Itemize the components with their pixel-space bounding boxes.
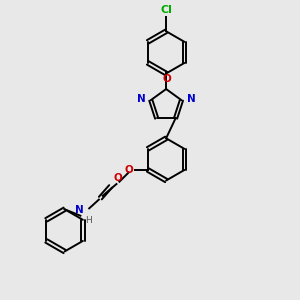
- Text: O: O: [124, 165, 133, 175]
- Text: Cl: Cl: [160, 5, 172, 15]
- Text: N: N: [187, 94, 196, 104]
- Text: N: N: [137, 94, 146, 104]
- Text: O: O: [113, 173, 122, 184]
- Text: H: H: [85, 216, 92, 225]
- Text: N: N: [76, 206, 84, 215]
- Text: O: O: [162, 74, 171, 84]
